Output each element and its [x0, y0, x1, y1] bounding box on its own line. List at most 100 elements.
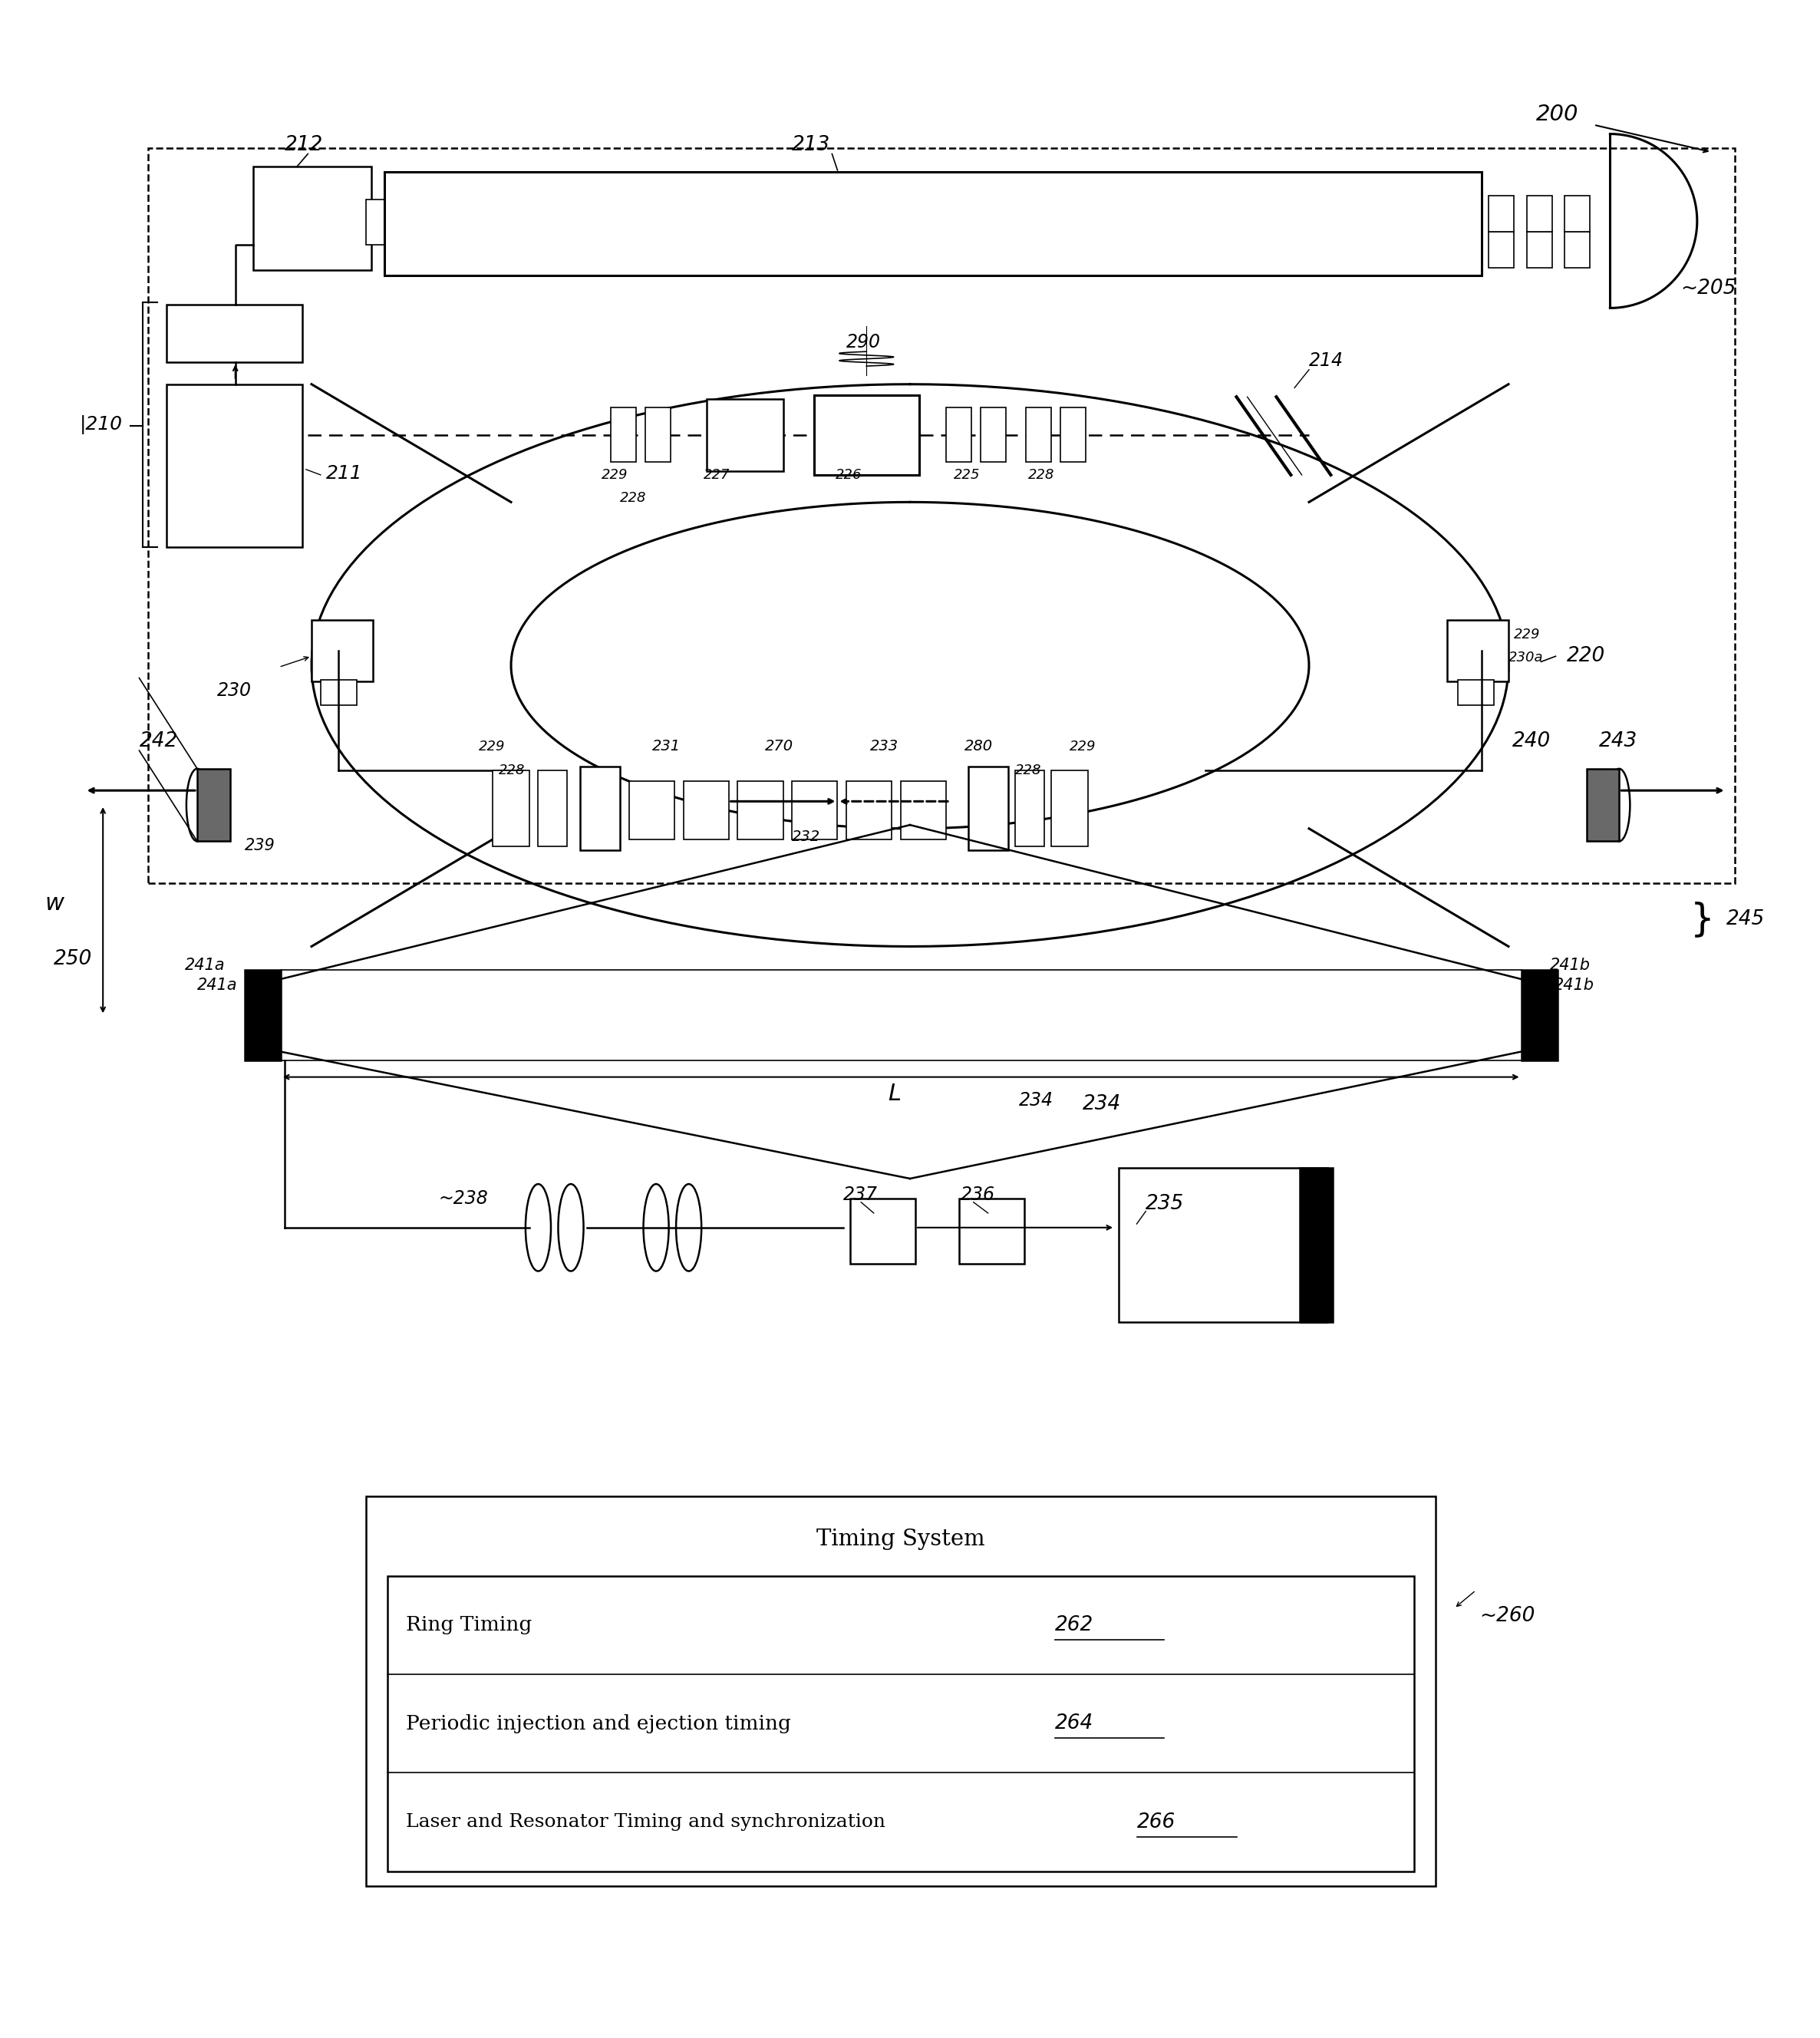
Text: 290: 290: [846, 334, 881, 353]
Text: Periodic injection and ejection timing: Periodic injection and ejection timing: [406, 1714, 792, 1732]
Text: 232: 232: [792, 829, 821, 844]
Bar: [147, 149, 1734, 882]
Text: 213: 213: [792, 135, 830, 155]
Text: 242: 242: [138, 732, 178, 752]
Text: 231: 231: [652, 740, 681, 754]
Text: 200: 200: [1536, 104, 1578, 124]
Bar: [1527, 196, 1552, 232]
Bar: [244, 970, 280, 1060]
Text: 280: 280: [965, 740, 994, 754]
Text: 220: 220: [1567, 646, 1605, 666]
Text: 228: 228: [1028, 469, 1054, 481]
Bar: [493, 770, 530, 846]
Text: 228: 228: [499, 764, 524, 776]
Text: ~238: ~238: [439, 1190, 488, 1209]
Text: 234: 234: [1019, 1092, 1054, 1111]
Text: }: }: [1689, 901, 1714, 937]
Bar: [311, 620, 373, 681]
Text: 227: 227: [703, 469, 730, 481]
Bar: [959, 1198, 1025, 1264]
Text: 250: 250: [55, 950, 93, 970]
Bar: [814, 395, 919, 475]
Bar: [1489, 232, 1514, 269]
Bar: [320, 681, 357, 705]
Text: |210: |210: [80, 416, 122, 434]
Bar: [1016, 770, 1045, 846]
Bar: [946, 408, 972, 463]
Text: 229: 229: [479, 740, 504, 754]
Bar: [850, 1198, 915, 1264]
Text: ~205: ~205: [1682, 277, 1736, 298]
Bar: [981, 408, 1006, 463]
Bar: [366, 1496, 1436, 1885]
Bar: [1119, 1168, 1327, 1323]
Bar: [1522, 970, 1558, 1060]
Bar: [737, 781, 783, 840]
Text: 245: 245: [1725, 909, 1765, 929]
Text: 230: 230: [217, 681, 251, 699]
Bar: [366, 200, 384, 245]
Bar: [1447, 620, 1509, 681]
Bar: [197, 768, 229, 842]
Text: 212: 212: [284, 135, 322, 155]
Text: 241b: 241b: [1554, 978, 1594, 993]
Text: Laser and Resonator Timing and synchronization: Laser and Resonator Timing and synchroni…: [406, 1814, 885, 1830]
Bar: [166, 304, 302, 363]
Text: 239: 239: [244, 838, 275, 854]
Text: L: L: [888, 1082, 901, 1105]
Text: 230a: 230a: [1509, 650, 1543, 664]
Bar: [1458, 681, 1494, 705]
Text: 229: 229: [1070, 740, 1096, 754]
Text: 211: 211: [326, 465, 362, 483]
Bar: [792, 781, 837, 840]
Text: 262: 262: [1056, 1614, 1094, 1634]
Bar: [1527, 232, 1552, 269]
Text: Timing System: Timing System: [817, 1528, 985, 1551]
Bar: [630, 781, 673, 840]
Ellipse shape: [559, 1184, 584, 1272]
Bar: [539, 770, 568, 846]
Text: 229: 229: [602, 469, 628, 481]
Text: 270: 270: [764, 740, 794, 754]
Bar: [581, 766, 621, 850]
Text: Ring Timing: Ring Timing: [406, 1616, 531, 1634]
Text: 240: 240: [1512, 732, 1551, 752]
Bar: [1489, 196, 1514, 232]
Ellipse shape: [526, 1184, 551, 1272]
Text: 225: 225: [954, 469, 979, 481]
Text: 228: 228: [1016, 764, 1041, 776]
Bar: [1565, 232, 1591, 269]
Text: 234: 234: [1083, 1094, 1121, 1115]
Bar: [1026, 408, 1052, 463]
Bar: [1061, 408, 1087, 463]
Ellipse shape: [186, 768, 207, 842]
Text: 236: 236: [961, 1186, 996, 1204]
Bar: [1052, 770, 1088, 846]
Text: 229: 229: [1514, 628, 1540, 642]
Text: w: w: [46, 893, 64, 915]
Bar: [253, 167, 371, 269]
Text: 233: 233: [870, 740, 899, 754]
Text: 243: 243: [1600, 732, 1638, 752]
Text: 214: 214: [1309, 351, 1343, 371]
Bar: [706, 399, 783, 471]
Bar: [384, 171, 1481, 275]
Text: 264: 264: [1056, 1714, 1094, 1734]
Bar: [388, 1575, 1414, 1871]
Text: 241b: 241b: [1551, 958, 1591, 972]
Bar: [901, 781, 946, 840]
Ellipse shape: [644, 1184, 668, 1272]
Text: ~260: ~260: [1480, 1606, 1534, 1626]
Bar: [846, 781, 892, 840]
Ellipse shape: [1609, 768, 1631, 842]
Text: 241a: 241a: [197, 978, 238, 993]
Bar: [1299, 1168, 1332, 1323]
Bar: [682, 781, 728, 840]
Bar: [1565, 196, 1591, 232]
Bar: [1587, 768, 1620, 842]
Text: 235: 235: [1147, 1194, 1185, 1215]
Bar: [612, 408, 637, 463]
Ellipse shape: [675, 1184, 701, 1272]
Bar: [166, 385, 302, 548]
Text: 226: 226: [835, 469, 863, 481]
